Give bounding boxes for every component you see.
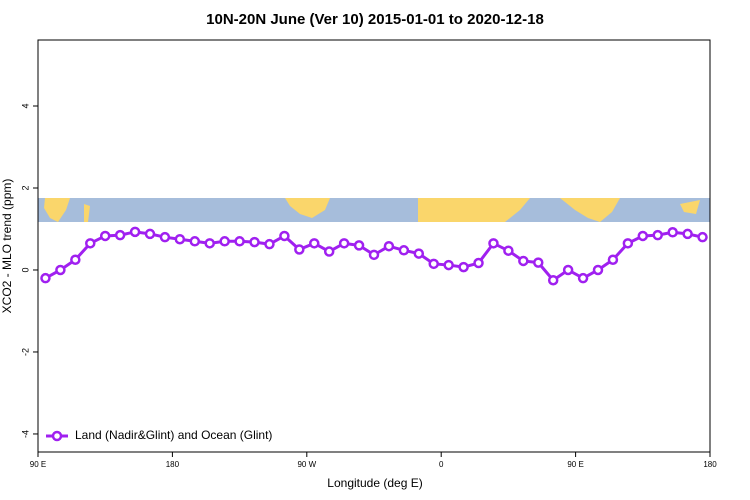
point — [99, 230, 111, 242]
point — [338, 238, 350, 249]
point — [488, 238, 499, 249]
point — [413, 248, 425, 259]
y-tick-label: 0 — [20, 267, 30, 272]
point — [592, 264, 604, 276]
point — [144, 228, 156, 240]
y-tick-label: -2 — [20, 348, 30, 356]
point — [458, 261, 469, 273]
point — [264, 238, 275, 250]
point — [383, 240, 395, 252]
point — [697, 231, 708, 243]
x-tick-label: 0 — [439, 460, 444, 469]
point — [562, 264, 574, 276]
point — [503, 245, 514, 256]
point — [159, 231, 171, 243]
point — [667, 227, 678, 238]
point — [577, 272, 589, 284]
x-tick-label: 180 — [703, 460, 717, 469]
point — [518, 255, 529, 267]
point — [249, 236, 260, 248]
y-tick-label: 4 — [20, 103, 30, 108]
point — [622, 238, 634, 249]
x-tick-label: 90 W — [297, 460, 316, 469]
x-tick-label: 90 E — [567, 460, 583, 469]
point — [70, 254, 81, 265]
y-tick-label: -4 — [20, 430, 30, 438]
point — [637, 230, 649, 242]
point — [234, 236, 245, 247]
x-tick-label: 180 — [166, 460, 180, 469]
x-axis-label: Longitude (deg E) — [327, 476, 422, 490]
point — [652, 229, 663, 241]
point — [309, 238, 320, 249]
point — [398, 245, 410, 256]
point — [368, 249, 380, 261]
point — [40, 272, 51, 284]
plot-frame — [37, 39, 711, 453]
legend-label: Land (Nadir&Glint) and Ocean (Glint) — [75, 428, 272, 442]
point — [85, 238, 96, 249]
y-tick-label: 2 — [20, 185, 30, 190]
point — [533, 257, 544, 268]
point — [428, 258, 439, 270]
point — [353, 240, 365, 251]
map-band — [38, 198, 710, 222]
point — [547, 274, 559, 286]
point — [174, 233, 186, 245]
point — [607, 254, 619, 265]
point — [682, 228, 693, 240]
y-axis-label: XCO2 - MLO trend (ppm) — [0, 179, 14, 314]
point — [473, 257, 484, 269]
point — [294, 244, 305, 255]
point — [204, 238, 215, 249]
point — [129, 226, 141, 238]
chart-title: 10N-20N June (Ver 10) 2015-01-01 to 2020… — [206, 11, 544, 28]
x-tick-label: 90 E — [30, 460, 46, 469]
point — [443, 259, 454, 271]
point — [219, 236, 230, 247]
legend-marker — [51, 430, 63, 442]
point — [55, 264, 66, 276]
point — [189, 236, 201, 247]
point — [279, 230, 290, 242]
point — [114, 229, 126, 241]
point — [323, 246, 335, 257]
